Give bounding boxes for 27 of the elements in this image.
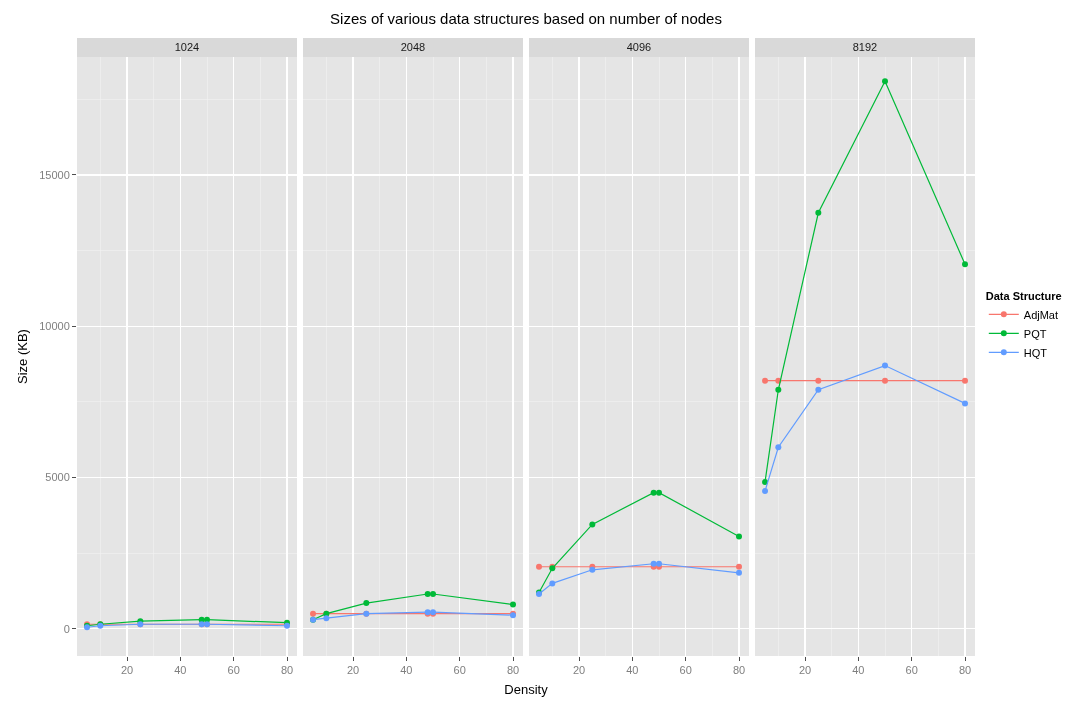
- x-tick-label: 80: [280, 664, 294, 677]
- x-tick-label: 20: [798, 664, 812, 677]
- legend-label: AdjMat: [1023, 308, 1059, 321]
- x-tick-label: 40: [626, 664, 639, 677]
- y-axis-title: Size (KB): [15, 329, 31, 384]
- y-tick-label: 15000: [39, 168, 70, 181]
- y-tick-label: 10000: [39, 320, 70, 333]
- legend-title: Data Structure: [985, 289, 1062, 302]
- x-tick-label: 80: [732, 664, 746, 677]
- x-axis-title: Density: [503, 682, 549, 697]
- y-tick-label: 0: [63, 622, 70, 635]
- x-tick-label: 40: [852, 664, 865, 677]
- x-tick-label: 60: [679, 664, 692, 677]
- x-tick-label: 60: [905, 664, 918, 677]
- x-tick-label: 20: [346, 664, 360, 677]
- x-tick-label: 60: [453, 664, 466, 677]
- x-tick-label: 80: [958, 664, 972, 677]
- x-tick-label: 20: [120, 664, 134, 677]
- x-tick-label: 40: [174, 664, 187, 677]
- legend-label: PQT: [1023, 327, 1047, 340]
- x-tick-label: 20: [572, 664, 586, 677]
- x-tick-label: 80: [506, 664, 520, 677]
- y-tick-label: 5000: [45, 471, 70, 484]
- chart-title: Sizes of various data structures based on number of nodes: [329, 10, 723, 27]
- x-tick-label: 40: [400, 664, 413, 677]
- x-tick-label: 60: [227, 664, 240, 677]
- legend-label: HQT: [1023, 346, 1048, 359]
